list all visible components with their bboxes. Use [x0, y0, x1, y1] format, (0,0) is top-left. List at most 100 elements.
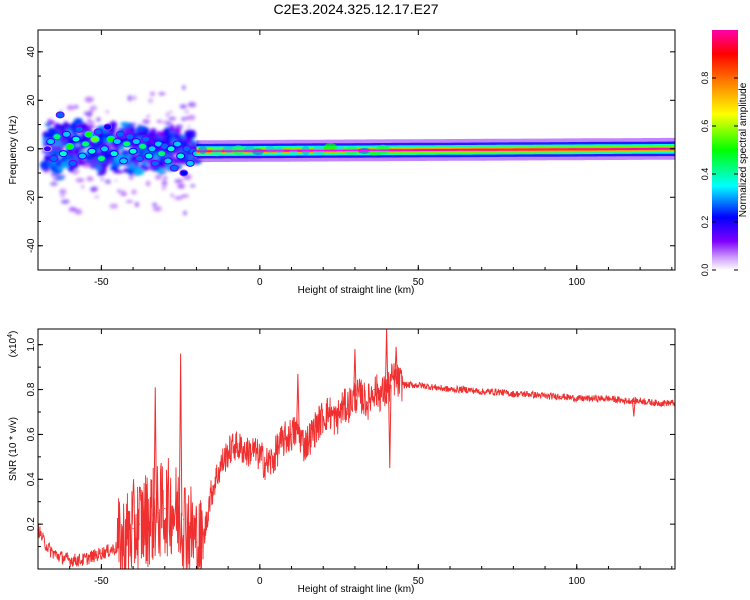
snr-point — [132, 528, 134, 530]
spectrogram-point — [119, 157, 129, 165]
snr-point — [341, 406, 343, 409]
speckle — [121, 189, 126, 193]
speckle — [60, 199, 70, 204]
snr-point — [512, 393, 514, 395]
y-tick-label: 1.0 — [26, 337, 37, 351]
y-tick-label: 40 — [26, 46, 37, 58]
snr-scale-exponent: 4 — [7, 334, 14, 338]
snr-point — [309, 436, 312, 438]
snr-point — [379, 393, 381, 395]
speckle — [168, 116, 177, 121]
spectrogram-point — [71, 135, 81, 143]
noise-blob — [73, 118, 83, 125]
snr-point — [411, 384, 413, 386]
snr-point — [138, 523, 141, 525]
snr-spike — [394, 346, 398, 381]
snr-point — [322, 415, 324, 418]
snr-point — [366, 402, 369, 404]
colorbar-tick-label: 0.6 — [700, 120, 710, 133]
y-tick-label: -20 — [26, 190, 37, 205]
speckle — [114, 179, 118, 182]
x-tick-label: -50 — [94, 277, 109, 288]
noise-blob — [60, 161, 69, 169]
snr-point — [265, 462, 267, 465]
noise-blob — [110, 157, 115, 163]
snr-point — [50, 550, 52, 552]
spectrogram-point — [81, 140, 91, 148]
snr-panel: -50 0 50 100 0.2 0.4 0.6 0.8 1.0 Height of stra… — [7, 328, 676, 595]
speckle — [166, 121, 172, 127]
spectrogram-y-ticks: -40 -20 0 20 40 — [26, 46, 675, 271]
speckle — [66, 104, 75, 111]
snr-point — [360, 395, 362, 397]
noise-blob — [56, 176, 65, 180]
spectrogram-point — [109, 150, 119, 158]
snr-point — [75, 559, 77, 561]
speckle — [180, 194, 190, 198]
ridge-bump — [211, 147, 223, 157]
speckle — [100, 178, 104, 181]
speckle — [155, 174, 162, 180]
snr-point — [252, 449, 255, 451]
spectrogram-point — [65, 142, 75, 150]
snr-point — [170, 505, 172, 507]
noise-blob — [48, 161, 53, 169]
snr-point — [69, 559, 71, 561]
snr-point — [119, 545, 121, 548]
y-tick-label: 0.8 — [26, 382, 37, 396]
speckle — [131, 189, 137, 195]
speckle — [170, 193, 174, 198]
colorbar-label: Normalized spectral amplitude — [738, 82, 749, 217]
speckle — [125, 200, 134, 203]
noise-blob — [120, 122, 129, 127]
noise-blob — [150, 128, 157, 134]
snr-series-line — [38, 363, 675, 569]
speckle — [152, 202, 158, 207]
spectrogram-point — [138, 142, 148, 150]
snr-point — [303, 445, 305, 447]
spectrogram-point — [58, 150, 68, 158]
ridge-centerline — [196, 148, 675, 152]
snr-point — [164, 507, 166, 510]
speckle — [50, 182, 58, 186]
noise-blob — [74, 146, 81, 155]
snr-scale-label: (x104) — [7, 331, 19, 358]
snr-y-label: SNR (10 * v/v) — [8, 417, 19, 481]
snr-y-ticks: 0.2 0.4 0.6 0.8 1.0 — [26, 337, 675, 548]
speckle — [187, 114, 196, 121]
speckle — [168, 110, 173, 114]
noise-blob — [40, 160, 50, 170]
speckle — [131, 95, 137, 101]
snr-point — [221, 462, 223, 465]
speckle — [148, 97, 154, 104]
figure-title: C2E3.2024.325.12.17.E27 — [273, 1, 438, 17]
speckle — [152, 206, 162, 212]
snr-point — [405, 384, 407, 386]
x-tick-label: 50 — [413, 277, 425, 288]
spectrogram-point — [185, 159, 195, 167]
snr-point — [465, 388, 467, 391]
speckle — [94, 195, 100, 199]
snr-point — [481, 391, 483, 393]
spectrogram-marks — [40, 85, 675, 216]
speckle — [120, 191, 128, 196]
snr-point — [433, 386, 435, 388]
ridge-bump — [335, 145, 345, 153]
colorbar-tick-label: 0.0 — [700, 264, 710, 277]
speckle — [96, 117, 101, 122]
snr-point — [43, 541, 45, 543]
ridge-bump — [274, 147, 285, 154]
speckle — [187, 101, 197, 108]
snr-point — [623, 400, 625, 402]
colorbar-tick-label: 0.4 — [700, 168, 710, 181]
speckle — [161, 185, 167, 191]
snr-point — [94, 554, 96, 557]
speckle — [129, 175, 134, 180]
snr-point — [189, 528, 191, 530]
snr-point — [544, 395, 546, 397]
speckle — [187, 125, 191, 128]
noise-blob — [109, 165, 119, 171]
spectrogram-point — [144, 152, 154, 160]
spectrogram-point — [74, 125, 84, 133]
